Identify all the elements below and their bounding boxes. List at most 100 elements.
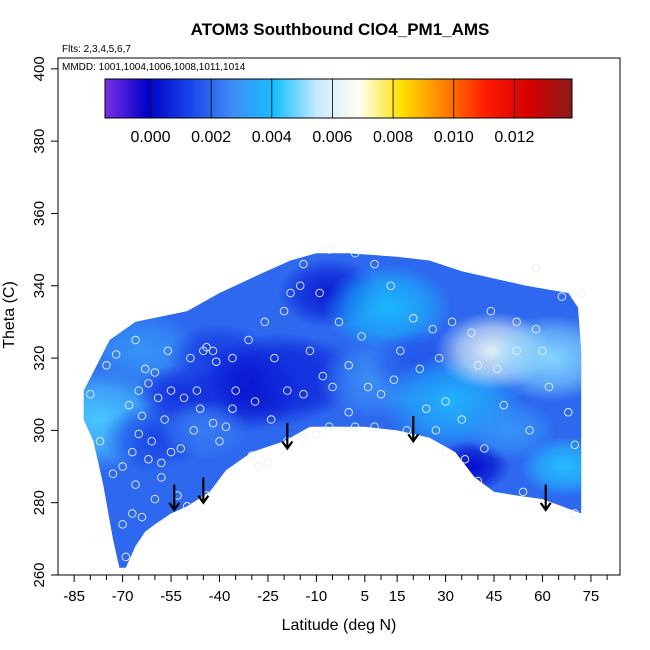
sample-point [415,364,424,374]
sample-point [531,324,541,334]
sample-point [131,335,140,345]
y-tick-label: 260 [31,562,48,587]
sample-point [228,404,237,413]
sample-point [140,364,150,374]
sample-point [315,288,324,298]
sample-point [118,520,127,529]
sample-point [208,346,218,356]
sample-point [363,382,373,392]
sample-point [166,386,176,395]
sample-point [134,386,143,395]
sample-point [328,382,337,392]
x-tick-label: 60 [534,588,551,605]
field-blob [158,400,249,461]
x-tick-label: 75 [583,588,600,605]
sample-point [325,422,334,432]
sample-point [570,509,580,518]
x-tick-label: 30 [437,588,454,605]
sample-point [128,509,137,518]
down-arrow [407,415,420,444]
colorbar-tick-label: 0.012 [494,129,534,146]
colorbar-gradient [104,78,573,119]
sample-point [312,429,321,439]
sample-point [144,379,153,388]
sample-point [570,440,580,450]
down-arrow [281,423,294,451]
sample-point [86,389,95,399]
sample-point [434,353,444,363]
x-tick-label: 5 [361,588,369,605]
sample-point [147,436,156,446]
sample-point [299,433,308,442]
field-blob [519,436,582,497]
x-tick-label: -40 [209,588,231,605]
down-arrow [168,484,181,512]
sample-point [295,281,305,291]
sample-point [318,371,328,381]
sample-point [544,382,554,392]
sample-point [428,324,437,334]
sample-point [344,361,353,370]
sample-point [421,404,431,413]
sample-point [467,328,476,338]
flights-annotation: Flts: 2,3,4,5,6,7 [62,44,131,55]
field-blob [322,264,453,351]
sample-point [486,306,496,316]
y-tick-label: 300 [31,418,48,443]
sample-point [473,361,483,370]
colorbar-tick-label: 0.008 [373,129,413,146]
sample-point [160,415,169,424]
sample-point [305,346,315,356]
sample-point [102,361,111,370]
x-tick-label: -55 [160,588,182,605]
x-tick-label: 45 [486,588,503,605]
sample-point [389,375,399,385]
sample-point [447,317,457,327]
chart-title: ATOM3 Southbound ClO4_PM1_AMS [191,20,490,39]
sample-point [228,353,237,363]
sample-point [283,386,292,395]
sample-point [150,368,160,377]
sample-point [457,415,466,424]
arrows [168,415,552,512]
sample-points [86,245,586,562]
sample-point [244,335,253,345]
colorbar-tick-label: 0.006 [312,129,352,146]
x-axis-label: Latitude (deg N) [282,617,397,634]
sample-point [370,422,379,432]
field-blob [487,314,582,402]
down-arrow [539,484,552,512]
sample-point [480,444,489,453]
sample-point [370,259,379,269]
sample-point [153,393,163,403]
y-tick-label: 400 [31,56,48,81]
sample-point [350,422,360,432]
sample-point [254,462,263,471]
down-arrow [197,477,210,505]
y-tick-label: 280 [31,490,48,515]
sample-point [409,314,418,323]
sample-point [493,364,502,374]
y-axis: 260 280 300 320 340 360 380 400 [31,56,58,588]
sample-point [299,259,308,269]
sample-point [176,444,185,453]
sample-point [325,245,334,254]
sample-point [124,400,134,410]
y-axis-label: Theta (C) [1,281,18,349]
field-blob [132,454,210,508]
y-tick-label: 320 [31,346,48,371]
sample-point [279,306,289,316]
colorbar-ticks: 0.000 0.002 0.004 0.006 0.008 0.010 0.012 [130,79,535,146]
sample-point [108,469,118,479]
sample-point [334,317,344,327]
sample-point [128,447,137,457]
sample-point [564,408,573,417]
sample-point [344,408,353,417]
sample-point [396,346,405,356]
sample-point [512,346,521,356]
sample-point [557,292,567,301]
sample-point [95,436,105,446]
sample-point [150,494,160,504]
sample-point [386,281,395,291]
